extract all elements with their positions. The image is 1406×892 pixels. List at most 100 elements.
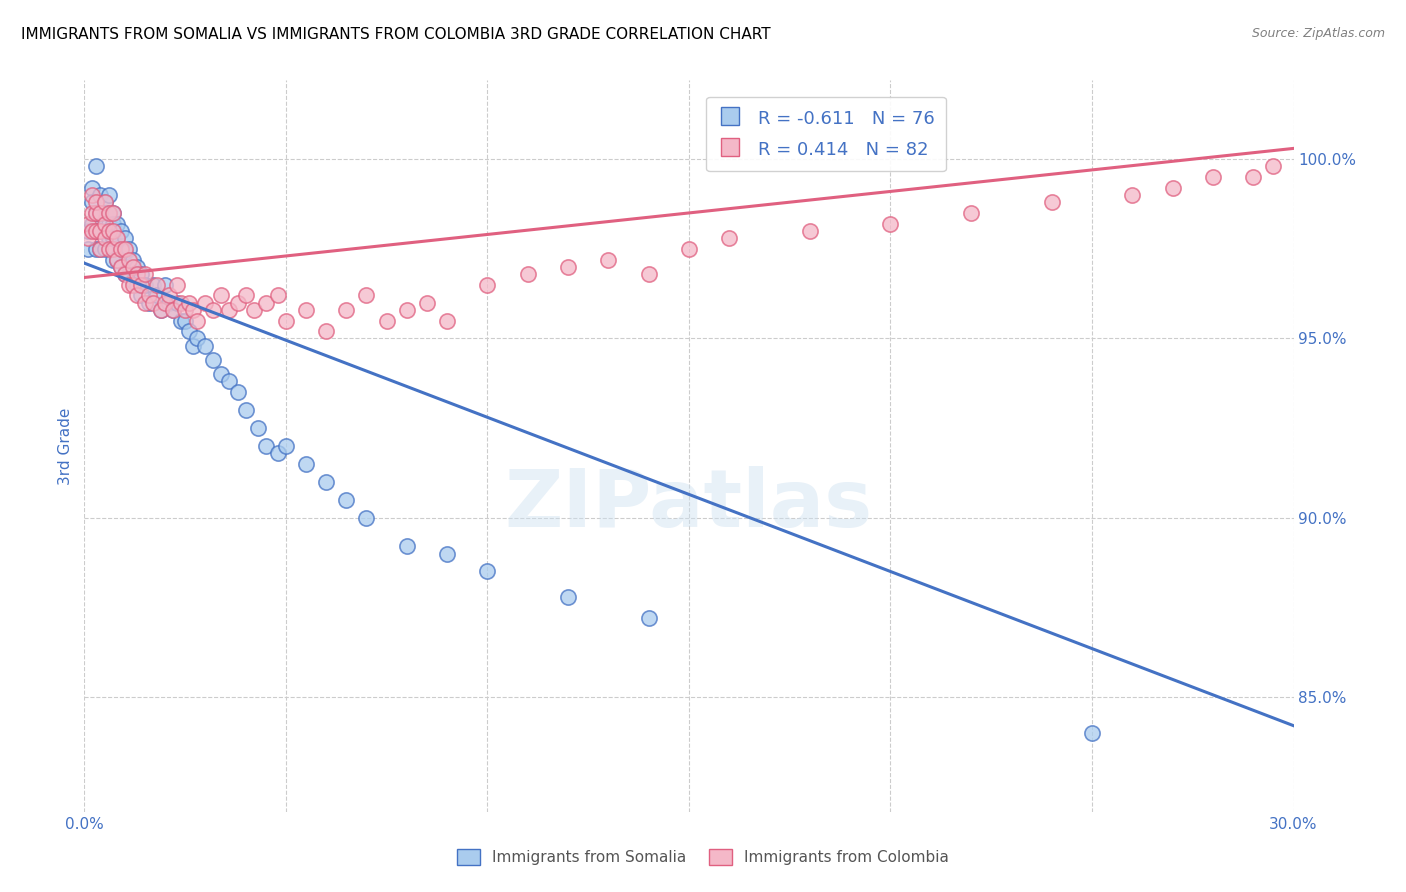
- Point: [170, 295, 193, 310]
- Point: [101, 224, 124, 238]
- Point: [315, 324, 337, 338]
- Point: [267, 288, 290, 302]
- Point: [86, 159, 108, 173]
- Point: [93, 195, 115, 210]
- Point: [1121, 188, 1143, 202]
- Point: [315, 475, 337, 489]
- Point: [86, 224, 108, 238]
- Point: [138, 295, 160, 310]
- Point: [194, 295, 217, 310]
- Point: [181, 302, 204, 317]
- Point: [97, 188, 120, 202]
- Point: [97, 206, 120, 220]
- Point: [89, 224, 111, 238]
- Point: [134, 267, 156, 281]
- Point: [1241, 170, 1264, 185]
- Point: [114, 267, 136, 281]
- Point: [242, 302, 264, 317]
- Point: [121, 277, 143, 292]
- Point: [129, 267, 152, 281]
- Point: [82, 206, 104, 220]
- Point: [375, 313, 398, 327]
- Point: [179, 324, 201, 338]
- Point: [97, 217, 120, 231]
- Point: [226, 295, 249, 310]
- Point: [125, 267, 148, 281]
- Point: [105, 217, 128, 231]
- Point: [162, 302, 184, 317]
- Point: [146, 277, 169, 292]
- Text: Source: ZipAtlas.com: Source: ZipAtlas.com: [1251, 27, 1385, 40]
- Point: [218, 302, 240, 317]
- Point: [209, 288, 232, 302]
- Point: [114, 242, 136, 256]
- Legend: R = -0.611   N = 76, R = 0.414   N = 82: R = -0.611 N = 76, R = 0.414 N = 82: [706, 96, 946, 171]
- Point: [110, 242, 132, 256]
- Point: [477, 277, 499, 292]
- Point: [89, 206, 111, 220]
- Legend: Immigrants from Somalia, Immigrants from Colombia: Immigrants from Somalia, Immigrants from…: [451, 843, 955, 871]
- Point: [209, 368, 232, 382]
- Point: [97, 206, 120, 220]
- Point: [93, 224, 115, 238]
- Point: [186, 313, 208, 327]
- Point: [82, 188, 104, 202]
- Point: [93, 231, 115, 245]
- Point: [879, 217, 901, 231]
- Point: [125, 277, 148, 292]
- Point: [77, 217, 100, 231]
- Point: [89, 206, 111, 220]
- Point: [93, 195, 115, 210]
- Point: [153, 277, 176, 292]
- Point: [77, 231, 100, 245]
- Point: [186, 331, 208, 345]
- Point: [129, 288, 152, 302]
- Point: [105, 252, 128, 267]
- Point: [86, 242, 108, 256]
- Point: [179, 295, 201, 310]
- Point: [86, 206, 108, 220]
- Point: [86, 195, 108, 210]
- Point: [146, 288, 169, 302]
- Point: [235, 403, 257, 417]
- Point: [557, 590, 579, 604]
- Point: [194, 338, 217, 352]
- Point: [1263, 159, 1285, 173]
- Point: [82, 195, 104, 210]
- Point: [1202, 170, 1225, 185]
- Point: [97, 224, 120, 238]
- Point: [166, 277, 188, 292]
- Point: [149, 302, 172, 317]
- Point: [110, 260, 132, 274]
- Point: [174, 313, 197, 327]
- Point: [118, 267, 141, 281]
- Point: [162, 302, 184, 317]
- Point: [86, 206, 108, 220]
- Point: [125, 288, 148, 302]
- Point: [125, 260, 148, 274]
- Point: [77, 224, 100, 238]
- Point: [101, 206, 124, 220]
- Point: [93, 242, 115, 256]
- Point: [142, 295, 165, 310]
- Point: [110, 224, 132, 238]
- Point: [82, 224, 104, 238]
- Point: [1081, 726, 1104, 740]
- Y-axis label: 3rd Grade: 3rd Grade: [58, 408, 73, 484]
- Point: [416, 295, 439, 310]
- Point: [395, 302, 418, 317]
- Point: [799, 224, 821, 238]
- Point: [356, 288, 378, 302]
- Point: [77, 242, 100, 256]
- Point: [202, 302, 225, 317]
- Point: [181, 338, 204, 352]
- Point: [226, 385, 249, 400]
- Point: [274, 313, 297, 327]
- Point: [235, 288, 257, 302]
- Point: [97, 242, 120, 256]
- Point: [166, 295, 188, 310]
- Point: [118, 277, 141, 292]
- Point: [89, 188, 111, 202]
- Point: [157, 288, 180, 302]
- Point: [295, 457, 318, 471]
